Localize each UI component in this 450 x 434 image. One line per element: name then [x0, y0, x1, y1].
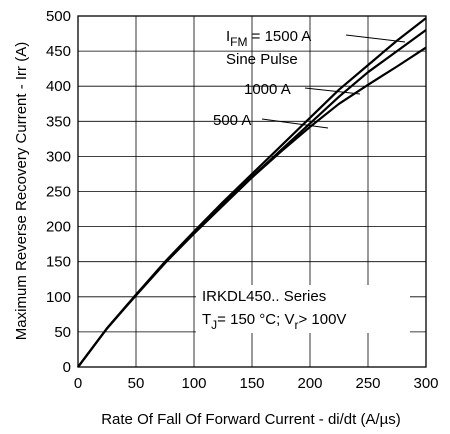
- leader-500a: [261, 118, 329, 129]
- x-tick-label-3: 150: [239, 375, 264, 392]
- series-name-label: IRKDL450.. Series: [202, 288, 326, 305]
- plot-frame: [77, 15, 427, 368]
- ifm-annotation: IFM = 1500 A: [226, 28, 311, 49]
- y-tick-label-0: 0: [63, 359, 71, 376]
- tick-labels: 0 50 100 150 200 250 300 0 50 100 150 200 250 300 350 4…: [46, 8, 439, 392]
- sine-pulse-label: Sine Pulse: [226, 51, 298, 68]
- leader-1500a: [345, 34, 406, 43]
- x-tick-label-5: 250: [355, 375, 380, 392]
- x-tick-label-6: 300: [413, 375, 438, 392]
- x-axis-title: Rate Of Fall Of Forward Current - di/dt …: [101, 411, 401, 428]
- x-tick-label-4: 200: [297, 375, 322, 392]
- condition-label: TJ= 150 °C; Vr> 100V: [202, 311, 346, 332]
- y-tick-label-3: 150: [46, 254, 71, 271]
- y-tick-label-5: 250: [46, 184, 71, 201]
- y-tick-label-7: 350: [46, 113, 71, 130]
- y-tick-label-10: 500: [46, 8, 71, 25]
- x-tick-label-1: 50: [128, 375, 145, 392]
- y-tick-label-6: 300: [46, 148, 71, 165]
- y-tick-label-2: 100: [46, 289, 71, 306]
- y-tick-label-8: 400: [46, 78, 71, 95]
- annotation-leaders: [261, 34, 406, 129]
- label-500a: 500 A: [213, 112, 251, 129]
- series-lines: [77, 17, 427, 368]
- y-tick-label-9: 450: [46, 43, 71, 60]
- y-tick-label-4: 200: [46, 219, 71, 236]
- x-tick-label-0: 0: [74, 375, 82, 392]
- y-axis-title: Maximum Reverse Recovery Current - Irr (…: [13, 42, 30, 340]
- label-1000a: 1000 A: [244, 81, 291, 98]
- leader-1000a: [304, 87, 361, 95]
- y-tick-label-1: 50: [54, 324, 71, 341]
- series-line-500-a: [77, 46, 427, 368]
- x-tick-label-2: 100: [181, 375, 206, 392]
- condition-box: [196, 285, 410, 333]
